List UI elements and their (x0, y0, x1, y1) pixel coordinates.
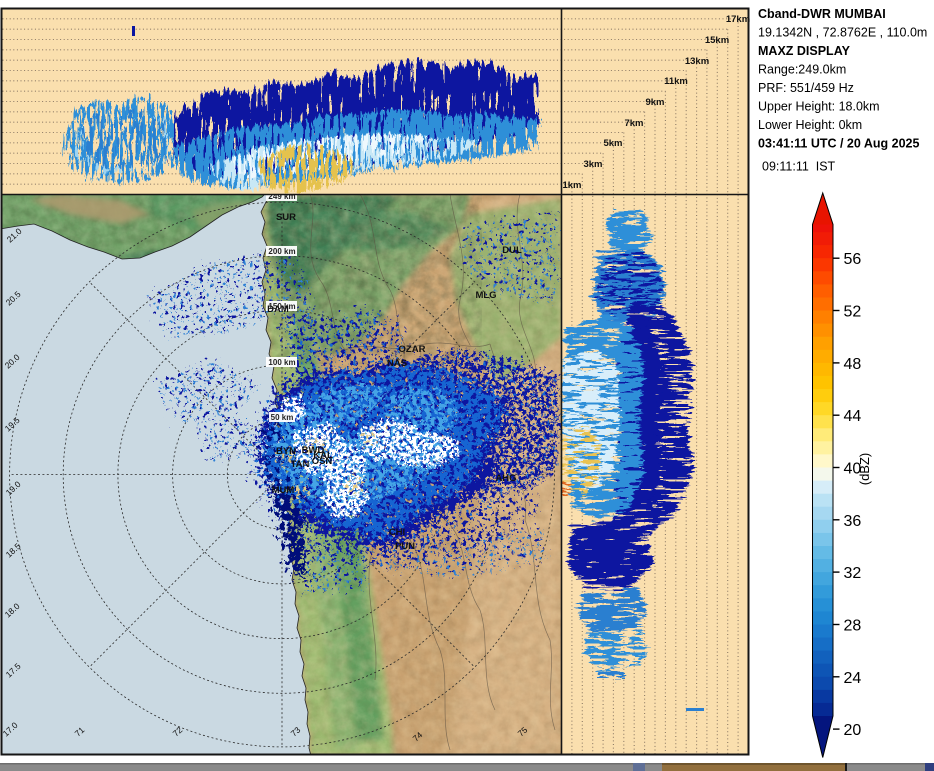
svg-text:200 km: 200 km (268, 247, 295, 256)
svg-text:DUL: DUL (502, 245, 522, 256)
svg-text:BWD: BWD (302, 445, 325, 456)
svg-text:PUN: PUN (395, 541, 415, 552)
svg-text:03:41:11 UTC / 20 Aug 2025: 03:41:11 UTC / 20 Aug 2025 (758, 137, 919, 151)
svg-text:100 km: 100 km (268, 358, 295, 367)
svg-text:SUR: SUR (276, 212, 296, 223)
svg-text:5km: 5km (603, 138, 622, 149)
svg-text:DAM: DAM (267, 304, 289, 315)
svg-text:BYN: BYN (276, 446, 296, 457)
svg-text:11km: 11km (664, 76, 688, 87)
svg-text:28: 28 (844, 618, 862, 635)
svg-text:1km: 1km (562, 180, 581, 191)
svg-text:44: 44 (844, 408, 862, 425)
svg-text:Lower Height: 0km: Lower Height: 0km (758, 118, 862, 132)
svg-text:150 km: 150 km (268, 302, 295, 311)
svg-text:249 km: 249 km (268, 192, 295, 201)
svg-text:48: 48 (844, 356, 862, 373)
svg-text:09:11:11 IST: 09:11:11 IST (762, 160, 836, 174)
svg-text:20: 20 (844, 722, 862, 739)
svg-text:Range:249.0km: Range:249.0km (758, 63, 846, 77)
svg-text:MUM: MUM (272, 485, 295, 496)
svg-text:OZAR: OZAR (399, 344, 426, 355)
svg-text:MLG: MLG (475, 290, 496, 301)
svg-text:40: 40 (844, 461, 862, 478)
svg-text:9km: 9km (645, 97, 664, 108)
svg-text:KAL: KAL (313, 450, 333, 461)
svg-text:56: 56 (844, 251, 862, 268)
svg-text:OSN: OSN (312, 456, 333, 467)
svg-text:PRF: 551/459 Hz: PRF: 551/459 Hz (758, 81, 854, 95)
svg-text:Cband-DWR MUMBAI: Cband-DWR MUMBAI (758, 7, 886, 21)
svg-text:50 km: 50 km (271, 413, 294, 422)
svg-text:MAXZ DISPLAY: MAXZ DISPLAY (758, 44, 851, 58)
svg-text:7km: 7km (624, 118, 643, 129)
svg-text:17km: 17km (726, 14, 750, 25)
svg-text:TAN: TAN (291, 459, 310, 470)
svg-text:NAS: NAS (387, 358, 407, 369)
svg-text:Upper Height: 18.0km: Upper Height: 18.0km (758, 100, 880, 114)
svg-text:36: 36 (844, 513, 862, 530)
svg-text:CHI: CHI (389, 527, 405, 538)
svg-text:(dBZ): (dBZ) (857, 453, 872, 486)
svg-text:AHG: AHG (495, 473, 516, 484)
svg-text:19.1342N , 72.8762E , 110.0m: 19.1342N , 72.8762E , 110.0m (758, 26, 927, 40)
svg-text:52: 52 (844, 304, 862, 321)
svg-text:15km: 15km (705, 35, 729, 46)
svg-text:32: 32 (844, 565, 862, 582)
svg-text:24: 24 (844, 670, 862, 687)
svg-text:3km: 3km (583, 159, 602, 170)
svg-text:13km: 13km (685, 56, 709, 67)
